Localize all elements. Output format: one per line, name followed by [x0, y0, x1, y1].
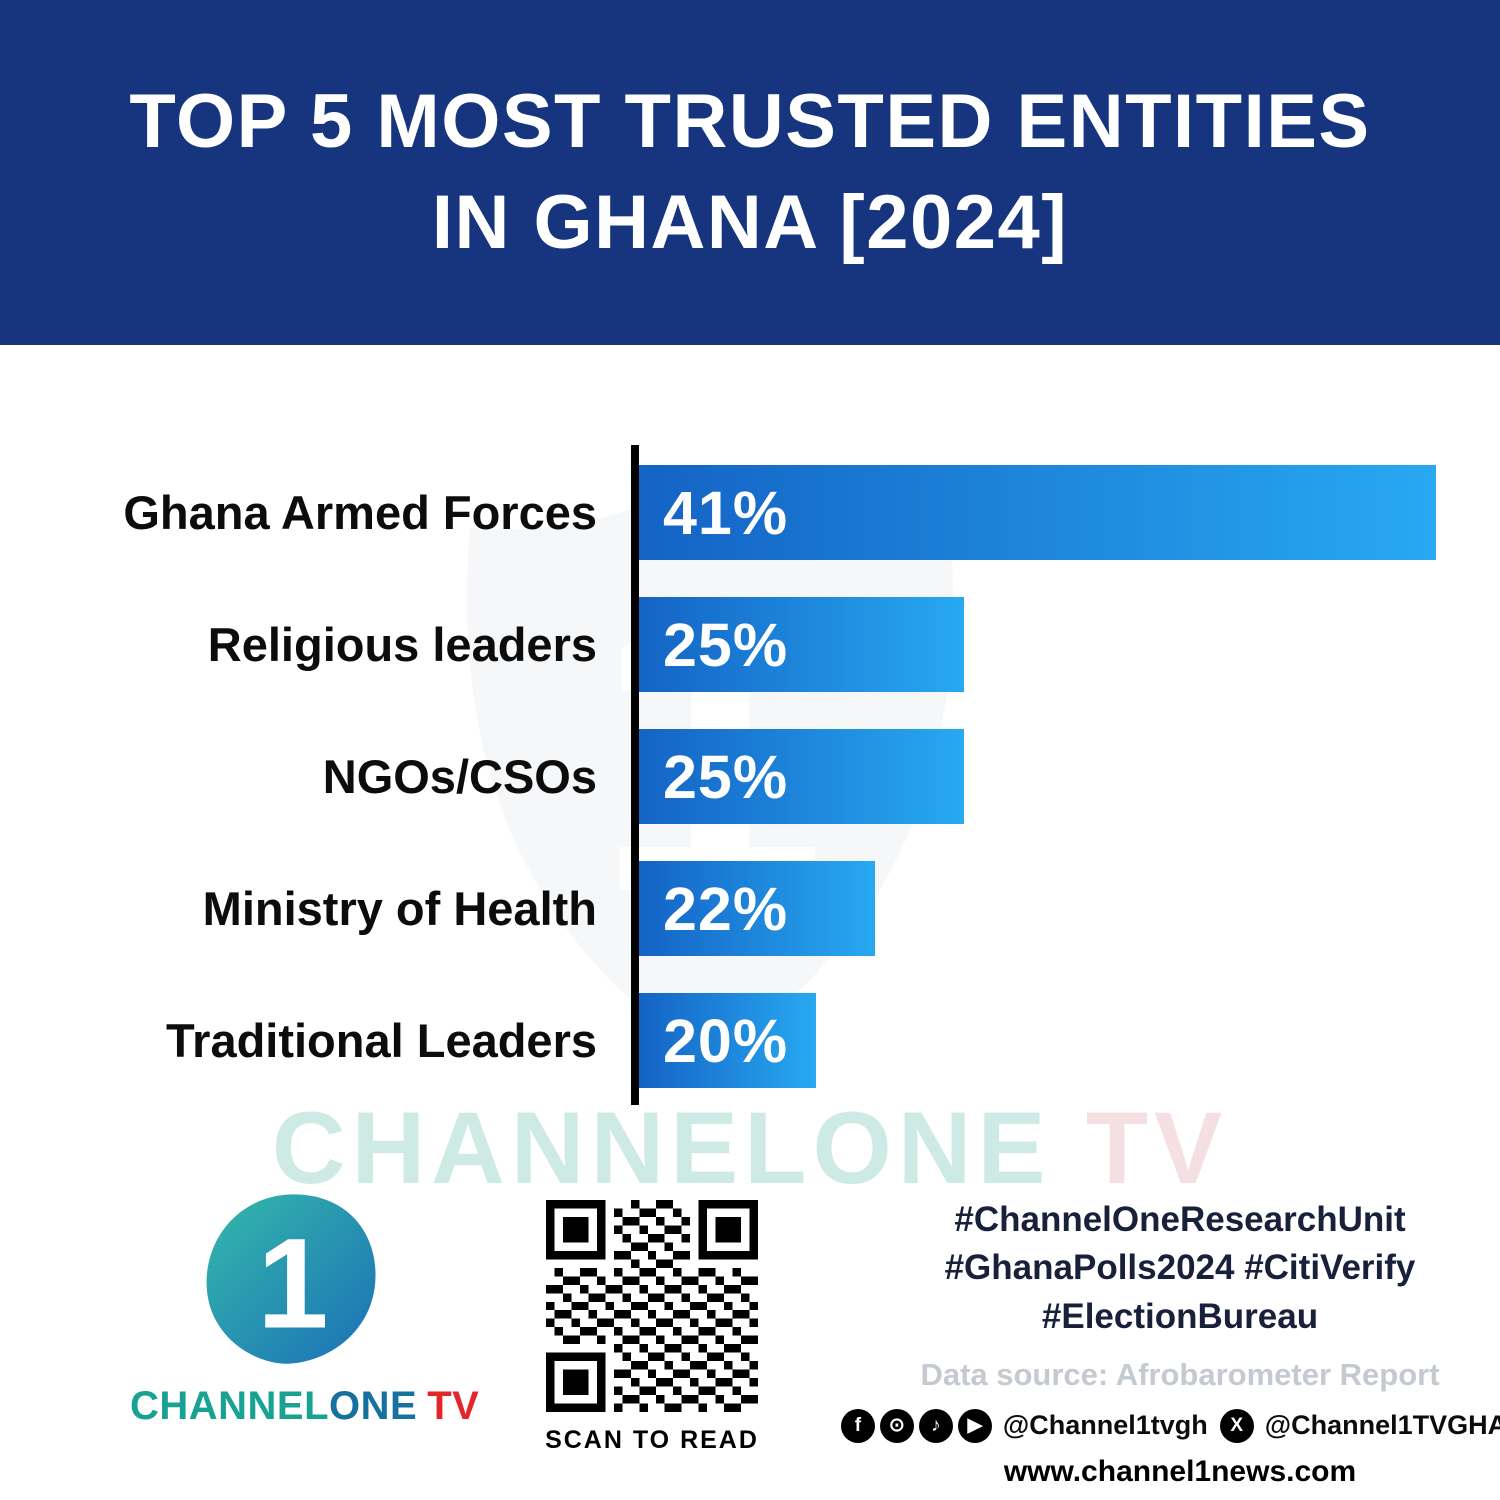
- hashtag-line: #ChannelOneResearchUnit: [954, 1200, 1406, 1239]
- hashtag-line: #ElectionBureau: [1041, 1296, 1319, 1336]
- category-label: Religious leaders: [207, 618, 597, 671]
- page-title: TOP 5 MOST TRUSTED ENTITIES IN GHANA [20…: [129, 72, 1370, 273]
- social-handle-1: @Channel1tvgh: [1002, 1410, 1208, 1441]
- brand-watermark-text-1: CHANNELONE: [271, 1091, 1052, 1205]
- logo-numeral: 1: [257, 1213, 328, 1356]
- title-line-1: TOP 5 MOST TRUSTED ENTITIES: [129, 79, 1371, 165]
- category-label: NGOs/CSOs: [322, 750, 597, 803]
- chart-rows: Ghana Armed Forces 41% Religious leaders…: [0, 440, 1500, 1088]
- chart-row: Ghana Armed Forces 41%: [0, 465, 1500, 560]
- category-label: Traditional Leaders: [166, 1014, 597, 1067]
- channel-one-logo: 1 CHANNELONE TV: [130, 1185, 479, 1429]
- bar: 41%: [639, 465, 1436, 560]
- facebook-icon: f: [840, 1408, 875, 1443]
- header-banner: TOP 5 MOST TRUSTED ENTITIES IN GHANA [20…: [0, 0, 1500, 345]
- wordmark-tv: TV: [427, 1384, 480, 1428]
- tiktok-icon: ♪: [918, 1408, 953, 1443]
- bar: 20%: [639, 993, 816, 1088]
- chart-row: NGOs/CSOs 25%: [0, 729, 1500, 824]
- chart-row: Ministry of Health 22%: [0, 861, 1500, 956]
- data-source: Data source: Afrobarometer Report: [920, 1356, 1440, 1392]
- bar: 25%: [639, 729, 964, 824]
- social-row: f ⊙ ♪ ▶ @Channel1tvgh X @Channel1TVGHA: [840, 1408, 1500, 1443]
- instagram-icon: ⊙: [879, 1408, 914, 1443]
- value-label: 25%: [663, 742, 789, 811]
- bar: 22%: [639, 861, 875, 956]
- qr-block: SCAN TO READ: [540, 1200, 764, 1455]
- website-url: www.channel1news.com: [1003, 1454, 1357, 1488]
- channel-one-pick-icon: 1: [206, 1194, 376, 1364]
- title-line-2: IN GHANA [2024]: [431, 179, 1069, 265]
- wordmark-channel: CHANNEL: [130, 1384, 330, 1428]
- value-label: 25%: [663, 610, 789, 679]
- wordmark-one: ONE: [329, 1384, 418, 1428]
- qr-caption: SCAN TO READ: [545, 1426, 759, 1454]
- social-handle-2: @Channel1TVGHA: [1264, 1410, 1500, 1441]
- value-label: 22%: [663, 874, 789, 943]
- chart-row: Religious leaders 25%: [0, 597, 1500, 692]
- youtube-icon: ▶: [957, 1408, 992, 1443]
- hashtag-line: #GhanaPolls2024 #CitiVerify: [944, 1248, 1416, 1288]
- bar-chart: Ghana Armed Forces 41% Religious leaders…: [0, 440, 1500, 1125]
- channel-one-wordmark: CHANNELONE TV: [130, 1384, 479, 1429]
- y-axis-line: [631, 445, 639, 1105]
- qr-code: [546, 1200, 758, 1412]
- info-block: #ChannelOneResearchUnit #GhanaPolls2024 …: [840, 1196, 1500, 1489]
- bar: 25%: [639, 597, 964, 692]
- x-icon: X: [1219, 1408, 1254, 1443]
- brand-watermark-text-2: TV: [1051, 1091, 1229, 1205]
- category-label: Ministry of Health: [202, 882, 597, 935]
- brand-watermark: CHANNELONE TV: [0, 1090, 1500, 1207]
- value-label: 20%: [663, 1006, 789, 1075]
- value-label: 41%: [663, 478, 789, 547]
- hashtags: #ChannelOneResearchUnit #GhanaPolls2024 …: [880, 1196, 1480, 1341]
- chart-row: Traditional Leaders 20%: [0, 993, 1500, 1088]
- category-label: Ghana Armed Forces: [123, 486, 597, 539]
